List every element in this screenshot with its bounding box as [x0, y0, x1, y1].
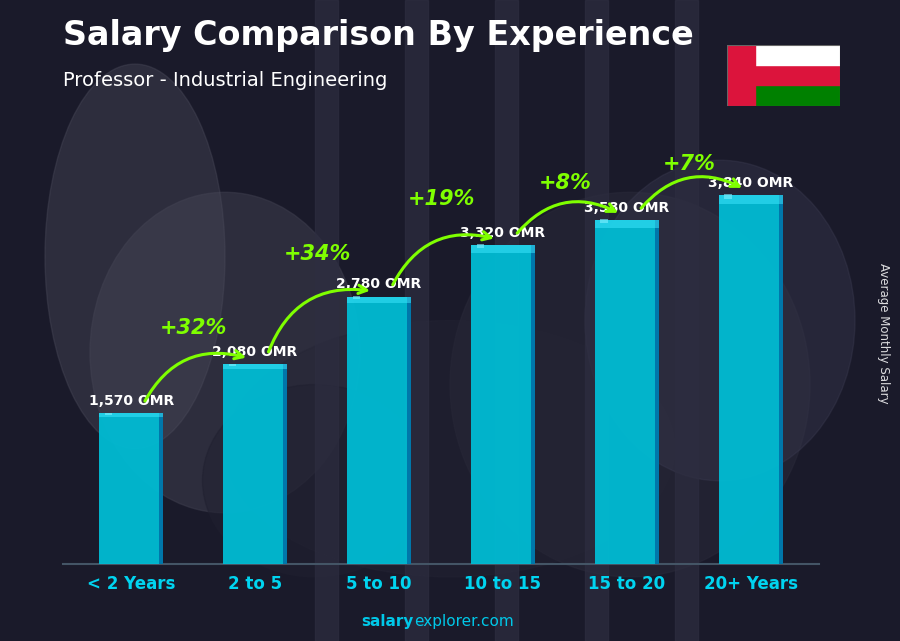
Bar — [471, 245, 536, 253]
Bar — [405, 0, 428, 641]
Bar — [675, 0, 698, 641]
Bar — [718, 195, 783, 564]
Bar — [471, 245, 536, 564]
Ellipse shape — [45, 64, 225, 449]
Text: +34%: +34% — [284, 244, 351, 265]
Text: Average Monthly Salary: Average Monthly Salary — [878, 263, 890, 404]
Bar — [315, 0, 338, 641]
Text: 3,580 OMR: 3,580 OMR — [584, 201, 670, 215]
Bar — [718, 195, 783, 204]
Text: +8%: +8% — [538, 173, 591, 194]
Bar — [595, 220, 659, 228]
Bar — [531, 245, 536, 564]
Bar — [104, 413, 112, 415]
Bar — [99, 413, 164, 564]
Bar — [778, 195, 783, 564]
Text: +32%: +32% — [159, 317, 227, 338]
Ellipse shape — [202, 385, 428, 577]
Bar — [755, 45, 840, 65]
Bar — [159, 413, 164, 564]
Bar — [229, 363, 237, 366]
Bar — [223, 364, 287, 564]
Bar — [600, 219, 608, 223]
Text: salary: salary — [362, 615, 414, 629]
Text: Professor - Industrial Engineering: Professor - Industrial Engineering — [63, 71, 387, 90]
Bar — [724, 194, 732, 199]
Bar — [346, 297, 411, 564]
Text: 3,320 OMR: 3,320 OMR — [461, 226, 545, 240]
Bar — [407, 297, 411, 564]
Bar — [755, 85, 840, 106]
Text: Salary Comparison By Experience: Salary Comparison By Experience — [63, 19, 694, 52]
Text: +19%: +19% — [408, 188, 474, 209]
Bar — [283, 364, 287, 564]
Text: 2,080 OMR: 2,080 OMR — [212, 345, 298, 359]
Ellipse shape — [585, 160, 855, 481]
Text: explorer.com: explorer.com — [414, 615, 514, 629]
Bar — [585, 0, 608, 641]
Bar — [353, 296, 360, 299]
Text: 2,780 OMR: 2,780 OMR — [337, 278, 422, 292]
Text: 3,840 OMR: 3,840 OMR — [708, 176, 794, 190]
Text: 1,570 OMR: 1,570 OMR — [88, 394, 174, 408]
Text: +7%: +7% — [662, 154, 716, 174]
Bar — [727, 45, 755, 106]
Bar — [755, 65, 840, 85]
Bar — [595, 220, 659, 564]
Bar — [495, 0, 518, 641]
Bar — [476, 244, 484, 248]
Bar — [223, 364, 287, 369]
Ellipse shape — [450, 192, 810, 577]
Bar — [654, 220, 659, 564]
Ellipse shape — [90, 192, 360, 513]
Ellipse shape — [225, 320, 675, 577]
Bar — [346, 297, 411, 303]
Bar — [99, 413, 164, 417]
